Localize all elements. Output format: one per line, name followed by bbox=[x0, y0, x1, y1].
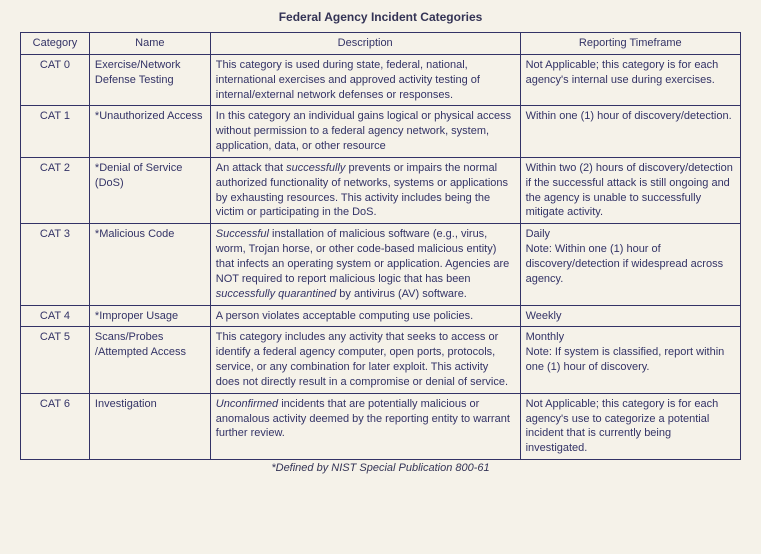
cell-timeframe: Within two (2) hours of discovery/detect… bbox=[520, 157, 740, 223]
cell-timeframe: DailyNote: Within one (1) hour of discov… bbox=[520, 224, 740, 305]
cell-description: An attack that successfully prevents or … bbox=[210, 157, 520, 223]
col-name: Name bbox=[89, 33, 210, 55]
cell-category: CAT 4 bbox=[21, 305, 90, 327]
cell-name: Investigation bbox=[89, 393, 210, 459]
cell-timeframe: Weekly bbox=[520, 305, 740, 327]
cell-category: CAT 5 bbox=[21, 327, 90, 393]
cell-name: *Denial of Service (DoS) bbox=[89, 157, 210, 223]
cell-description: Successful installation of malicious sof… bbox=[210, 224, 520, 305]
footnote: *Defined by NIST Special Publication 800… bbox=[20, 462, 741, 474]
col-timeframe: Reporting Timeframe bbox=[520, 33, 740, 55]
document-container: Federal Agency Incident Categories Categ… bbox=[0, 0, 761, 482]
cell-category: CAT 3 bbox=[21, 224, 90, 305]
cell-category: CAT 1 bbox=[21, 106, 90, 158]
cell-name: Scans/Probes /Attempted Access bbox=[89, 327, 210, 393]
table-header: Category Name Description Reporting Time… bbox=[21, 33, 741, 55]
table-row: CAT 4*Improper UsageA person violates ac… bbox=[21, 305, 741, 327]
col-category: Category bbox=[21, 33, 90, 55]
cell-timeframe: MonthlyNote: If system is classified, re… bbox=[520, 327, 740, 393]
table-row: CAT 6InvestigationUnconfirmed incidents … bbox=[21, 393, 741, 459]
cell-description: This category includes any activity that… bbox=[210, 327, 520, 393]
categories-table: Category Name Description Reporting Time… bbox=[20, 32, 741, 460]
cell-description: In this category an individual gains log… bbox=[210, 106, 520, 158]
cell-description: A person violates acceptable computing u… bbox=[210, 305, 520, 327]
col-description: Description bbox=[210, 33, 520, 55]
cell-name: *Unauthorized Access bbox=[89, 106, 210, 158]
table-row: CAT 2*Denial of Service (DoS)An attack t… bbox=[21, 157, 741, 223]
document-title: Federal Agency Incident Categories bbox=[20, 10, 741, 24]
table-row: CAT 1*Unauthorized AccessIn this categor… bbox=[21, 106, 741, 158]
table-body: CAT 0Exercise/Network Defense TestingThi… bbox=[21, 54, 741, 459]
cell-timeframe: Within one (1) hour of discovery/detecti… bbox=[520, 106, 740, 158]
cell-description: Unconfirmed incidents that are potential… bbox=[210, 393, 520, 459]
cell-name: Exercise/Network Defense Testing bbox=[89, 54, 210, 106]
table-row: CAT 3*Malicious CodeSuccessful installat… bbox=[21, 224, 741, 305]
cell-category: CAT 0 bbox=[21, 54, 90, 106]
cell-name: *Improper Usage bbox=[89, 305, 210, 327]
cell-timeframe: Not Applicable; this category is for eac… bbox=[520, 54, 740, 106]
cell-category: CAT 6 bbox=[21, 393, 90, 459]
cell-name: *Malicious Code bbox=[89, 224, 210, 305]
cell-description: This category is used during state, fede… bbox=[210, 54, 520, 106]
table-row: CAT 0Exercise/Network Defense TestingThi… bbox=[21, 54, 741, 106]
header-row: Category Name Description Reporting Time… bbox=[21, 33, 741, 55]
table-row: CAT 5Scans/Probes /Attempted AccessThis … bbox=[21, 327, 741, 393]
cell-timeframe: Not Applicable; this category is for eac… bbox=[520, 393, 740, 459]
cell-category: CAT 2 bbox=[21, 157, 90, 223]
